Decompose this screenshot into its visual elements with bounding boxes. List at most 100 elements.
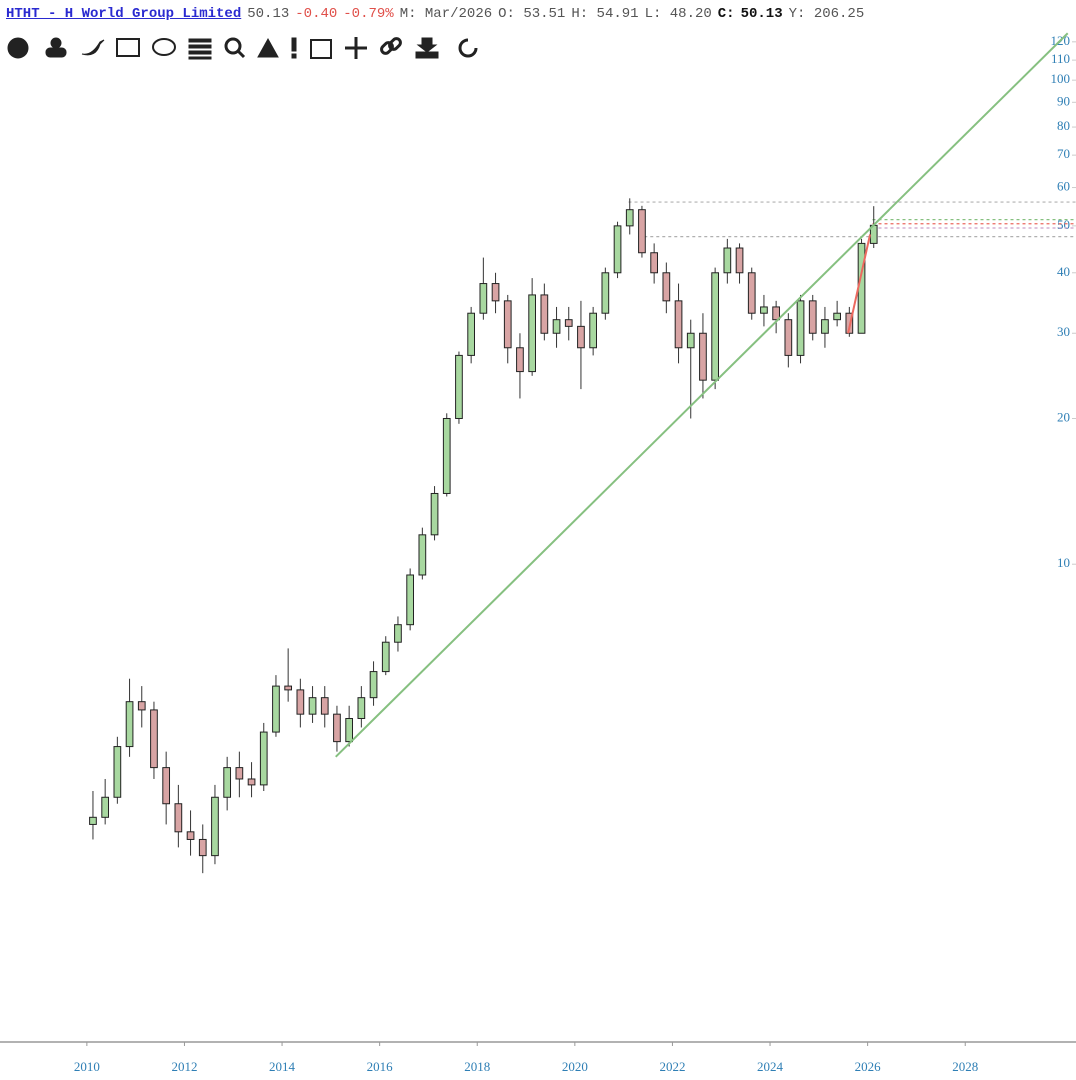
symbol-link[interactable]: HTHT - H World Group Limited — [6, 6, 242, 22]
candle-body — [650, 252, 658, 274]
icon-alert[interactable] — [291, 37, 297, 59]
candle-body — [808, 300, 817, 334]
header: HTHT - H World Group Limited 50.13 -0.40 -0… — [6, 6, 870, 22]
icon-list[interactable] — [188, 38, 212, 60]
candle-body — [455, 354, 463, 419]
candle-body — [308, 697, 317, 715]
icon-image[interactable] — [116, 38, 140, 57]
candle-body — [686, 332, 695, 349]
trend-line — [335, 32, 1069, 758]
candle-body — [589, 312, 597, 349]
candle-body — [150, 709, 158, 769]
candle-body — [662, 272, 671, 302]
icon-triangle[interactable] — [257, 37, 279, 58]
x-tick-label: 2026 — [855, 1059, 882, 1074]
candle-body — [162, 767, 171, 805]
open: O: 53.51 — [498, 6, 566, 22]
candle-body — [528, 294, 536, 373]
icon-download[interactable] — [415, 37, 439, 59]
x-tick-label: 2028 — [952, 1059, 978, 1074]
candle-body — [503, 300, 512, 349]
last: 50.13 — [247, 6, 290, 22]
x-tick-label: 2020 — [562, 1059, 588, 1074]
y-tick-label: 90 — [1057, 93, 1070, 108]
candle-body — [674, 300, 683, 349]
candle-body — [369, 671, 378, 699]
x-tick-label: 2010 — [74, 1059, 100, 1074]
candle-body — [394, 624, 402, 643]
y-tick-label: 70 — [1057, 146, 1070, 161]
candle-body — [406, 574, 415, 626]
icon-refresh[interactable] — [458, 38, 478, 58]
candle-body — [186, 831, 195, 840]
candle-body — [333, 713, 341, 743]
y-tick-label: 20 — [1057, 409, 1070, 424]
low: L: 48.20 — [644, 6, 712, 22]
candle-body — [125, 701, 134, 748]
candle-body — [345, 718, 354, 743]
candle-body — [113, 746, 122, 798]
candle-body — [784, 319, 793, 356]
icon-users[interactable] — [45, 37, 67, 58]
candle-body — [357, 697, 366, 720]
candle-body — [101, 796, 110, 818]
candle-body — [442, 417, 451, 494]
candle-body — [723, 247, 732, 274]
candle-body — [821, 319, 829, 334]
trend-line — [847, 234, 872, 334]
candle-body — [247, 778, 256, 786]
candle-body — [857, 242, 866, 334]
x-tick-label: 2012 — [171, 1059, 197, 1074]
candle-body — [564, 319, 573, 327]
x-tick-label: 2014 — [269, 1059, 296, 1074]
close-label: C: — [717, 6, 735, 22]
icon-comment[interactable] — [152, 38, 176, 56]
period: M: Mar/2026 — [399, 6, 493, 22]
candle-body — [760, 306, 768, 314]
candle-body — [711, 272, 719, 381]
candle-body — [223, 767, 232, 798]
x-tick-label: 2022 — [659, 1059, 685, 1074]
y-tick-label: 40 — [1057, 264, 1070, 279]
candle-body — [491, 283, 500, 302]
candle-body — [137, 701, 146, 711]
candle-body — [577, 325, 585, 349]
x-tick-label: 2018 — [464, 1059, 490, 1074]
candle-body — [796, 300, 805, 356]
toolbar — [7, 37, 478, 60]
candle-body — [747, 272, 756, 314]
candle-body — [833, 312, 841, 321]
icon-search[interactable] — [224, 37, 246, 59]
close: 50.13 — [740, 6, 783, 22]
candle-body — [772, 306, 780, 321]
candle-body — [735, 247, 744, 274]
candle-body — [540, 294, 549, 334]
change-pct: -0.79% — [343, 6, 394, 22]
icon-twitter[interactable] — [81, 39, 105, 56]
y-tick-label: 80 — [1057, 118, 1070, 133]
candle-body — [467, 312, 476, 356]
icon-calendar[interactable] — [310, 39, 332, 59]
icon-link[interactable] — [380, 37, 402, 55]
change: -0.40 — [295, 6, 338, 22]
y-tick-label: 110 — [1051, 51, 1070, 66]
candle-body — [211, 796, 219, 857]
high: H: 54.91 — [571, 6, 639, 22]
y-tick-label: 60 — [1057, 179, 1070, 194]
candle-body — [89, 816, 97, 825]
candle-body — [479, 283, 488, 314]
x-tick-label: 2016 — [367, 1059, 394, 1074]
candle-body — [296, 689, 305, 715]
candle-body — [699, 332, 707, 381]
y-tick-label: 10 — [1057, 555, 1070, 570]
candle-body — [638, 209, 646, 254]
icon-move[interactable] — [345, 37, 367, 59]
y-tick-label: 100 — [1051, 71, 1071, 86]
x-tick-label: 2024 — [757, 1059, 784, 1074]
candle-body — [552, 319, 561, 334]
candle-body — [272, 685, 280, 733]
icon-dashboard[interactable] — [7, 37, 29, 59]
candle-body — [516, 347, 524, 373]
